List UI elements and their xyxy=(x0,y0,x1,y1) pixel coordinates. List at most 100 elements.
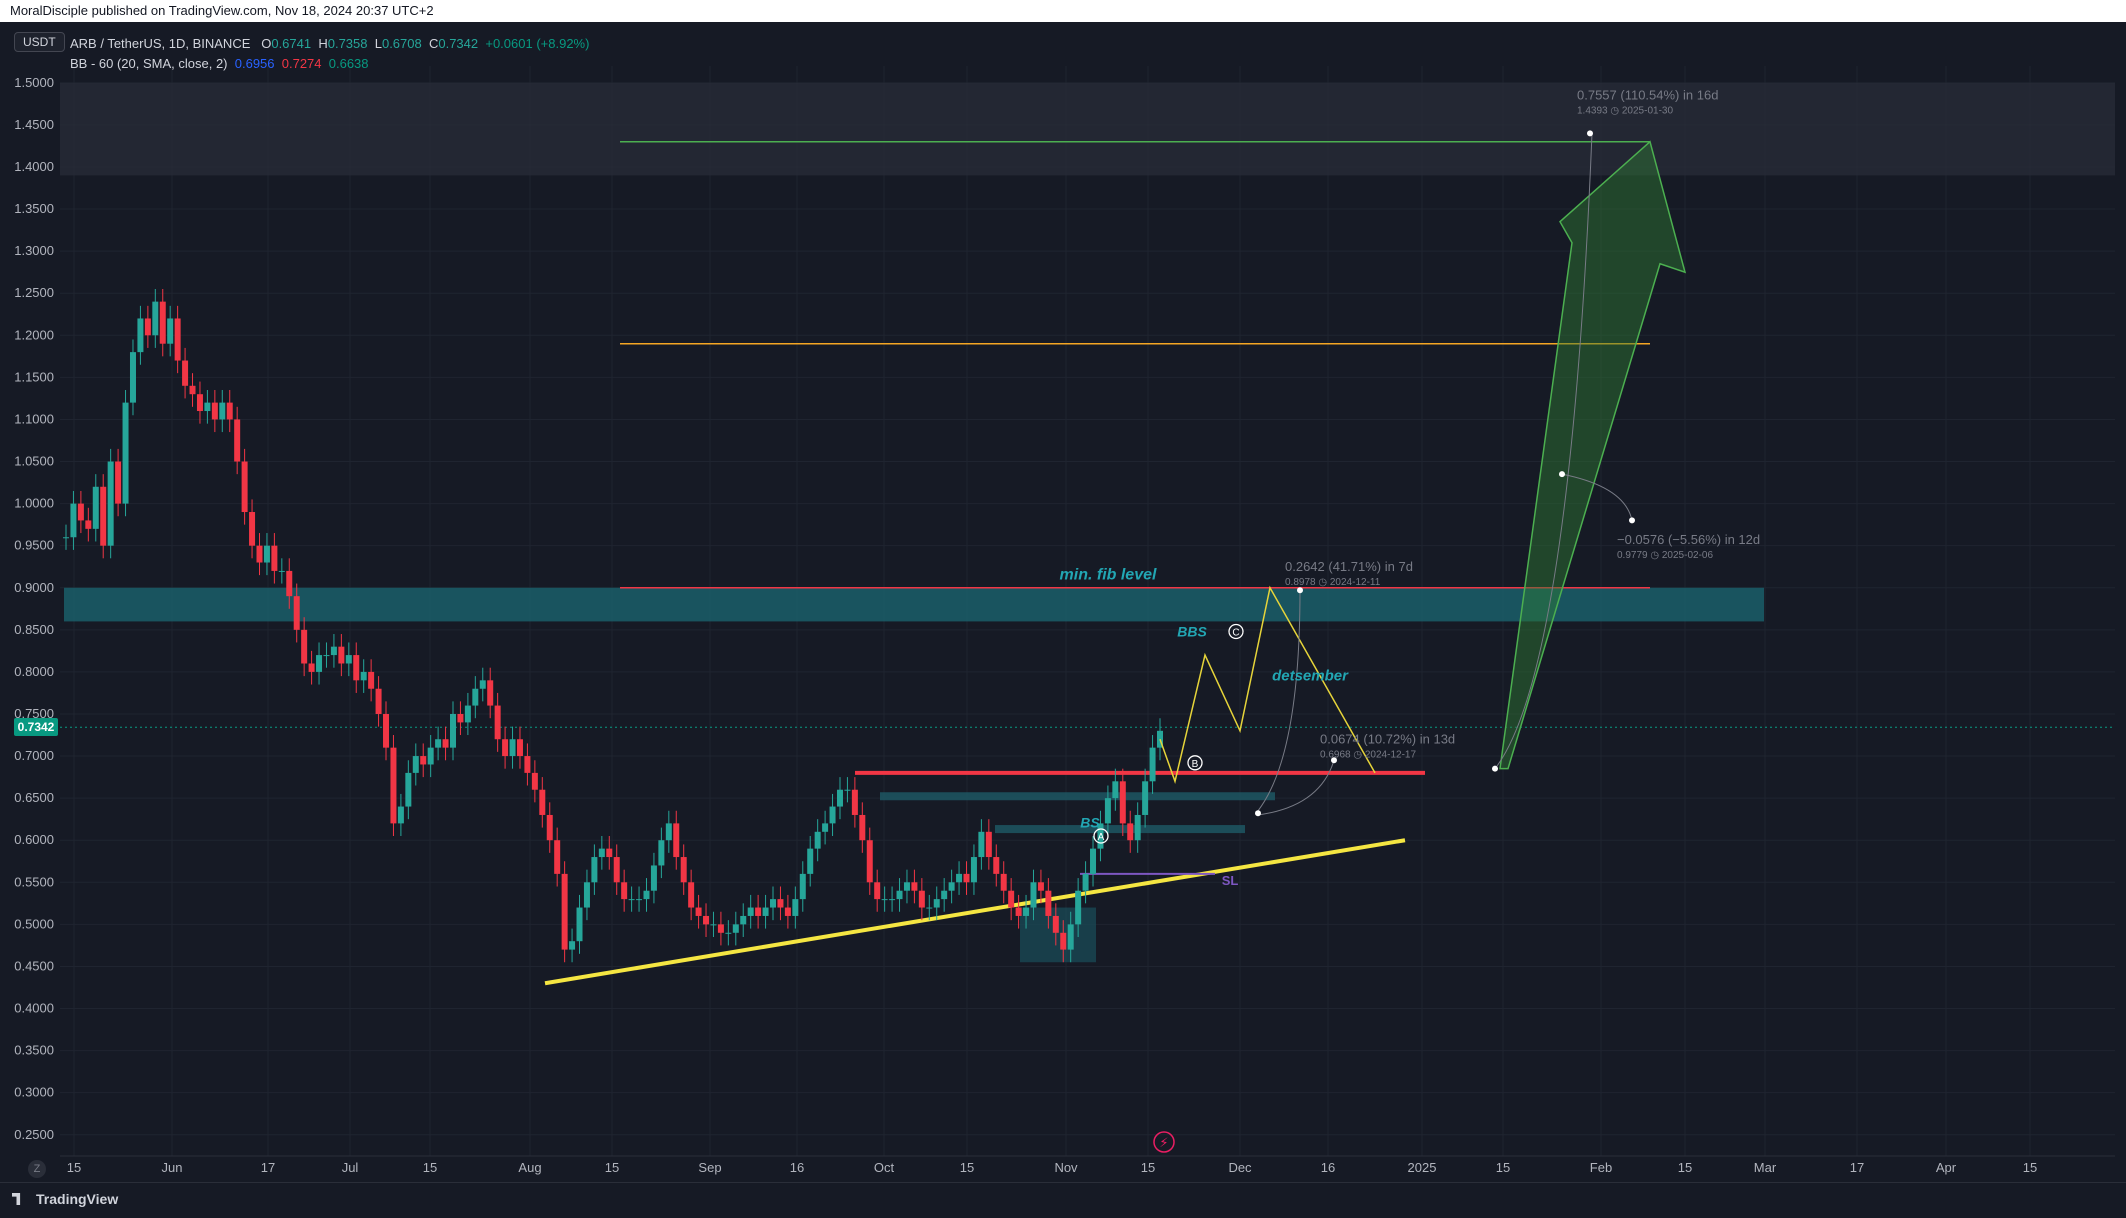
legend: ARB / TetherUS, 1D, BINANCE O0.6741 H0.7… xyxy=(70,34,589,74)
x-tick-label: 17 xyxy=(261,1160,275,1175)
x-tick-label: 15 xyxy=(2023,1160,2037,1175)
measure-label: 0.7557 (110.54%) in 16d xyxy=(1577,88,1718,103)
x-tick-label: 2025 xyxy=(1408,1160,1437,1175)
candle-body xyxy=(889,899,896,901)
bb-label[interactable]: BB - 60 (20, SMA, close, 2) xyxy=(70,56,228,71)
candle-body xyxy=(129,352,136,403)
wave-marker-circle xyxy=(1187,755,1203,771)
candle-body xyxy=(546,814,553,841)
candle-body xyxy=(755,907,762,916)
candle-body xyxy=(115,461,122,504)
publish-header: MoralDisciple published on TradingView.c… xyxy=(0,0,2126,22)
x-tick-label: 15 xyxy=(605,1160,619,1175)
y-tick-label: 0.4500 xyxy=(14,958,54,973)
x-tick-label: Jul xyxy=(342,1160,359,1175)
x-axis[interactable]: 15 Jun 17 Jul 15 Aug 15 Sep 16 Oct 15 Nov 15 Dec 16 202… xyxy=(60,1155,2115,1175)
publish-info: MoralDisciple published on TradingView.c… xyxy=(10,3,434,18)
candle-body xyxy=(703,915,710,925)
candle-body xyxy=(569,941,576,950)
candle-body xyxy=(747,907,754,916)
candle-body xyxy=(479,680,486,689)
annotation-labels: min. fib level BBS detsember BS SL A B C 0.7557 … xyxy=(1060,88,1760,1153)
candle-body xyxy=(1090,848,1097,874)
zoom-reset-button[interactable]: Z xyxy=(28,1160,46,1178)
candle-body xyxy=(1075,890,1082,925)
candle-body xyxy=(822,823,829,832)
y-tick-label: 0.9000 xyxy=(14,580,54,595)
candle-body xyxy=(360,671,367,681)
candle-body xyxy=(948,882,955,891)
currency-button[interactable]: USDT xyxy=(14,32,65,52)
y-tick-label: 1.4500 xyxy=(14,117,54,132)
candle-body xyxy=(777,899,784,908)
candle-body xyxy=(383,713,390,748)
target-zone xyxy=(60,82,2115,176)
candle-body xyxy=(263,545,270,563)
measure-curve-2 xyxy=(1561,473,1633,521)
y-tick-label: 0.7500 xyxy=(14,706,54,721)
candle-body xyxy=(636,899,643,901)
candle-body xyxy=(234,419,241,462)
horizontal-levels xyxy=(60,140,2115,775)
y-tick-label: 0.5500 xyxy=(14,874,54,889)
candle-body xyxy=(740,915,747,925)
candle-body xyxy=(1142,781,1149,815)
measure-point xyxy=(1331,757,1337,764)
candle-body xyxy=(353,655,360,681)
candle-body xyxy=(1104,798,1111,824)
measure-label: −0.0576 (−5.56%) in 12d xyxy=(1617,532,1760,547)
candle-body xyxy=(159,301,166,344)
tradingview-logo[interactable]: TradingView xyxy=(12,1191,118,1207)
annotation-2: detsember xyxy=(1272,667,1349,684)
candle-body xyxy=(956,873,963,883)
o-label: O xyxy=(261,36,272,51)
y-tick-label: 1.4000 xyxy=(14,159,54,174)
candle-body xyxy=(539,789,546,815)
current-price-badge: 0.7342 xyxy=(14,718,58,736)
candle-body xyxy=(464,705,471,723)
candle-body xyxy=(1037,882,1044,891)
candle-body xyxy=(650,865,657,891)
symbol-label[interactable]: ARB / TetherUS, 1D, BINANCE xyxy=(70,36,251,51)
candle-body xyxy=(1023,907,1030,916)
candle-body xyxy=(762,907,769,916)
candle-body xyxy=(866,840,873,883)
candle-body xyxy=(621,882,628,900)
candle-body xyxy=(1112,781,1119,799)
candle-body xyxy=(561,873,568,950)
measure-curve-4 xyxy=(1257,590,1301,812)
candle-body xyxy=(107,461,114,546)
y-tick-label: 0.2500 xyxy=(14,1127,54,1142)
candle-body xyxy=(174,318,181,361)
measure-point xyxy=(1559,471,1565,478)
candle-body xyxy=(405,772,412,807)
candle-body xyxy=(167,318,174,344)
candle-body xyxy=(710,924,717,926)
candle-body xyxy=(241,461,248,513)
candle-body xyxy=(531,772,538,790)
candle-body xyxy=(628,899,635,901)
candle-body xyxy=(77,503,84,521)
candle-body xyxy=(606,848,613,858)
candle-body xyxy=(487,680,494,706)
candle-body xyxy=(598,848,605,858)
measure-sub-label: 0.9779 ◷ 2025-02-06 xyxy=(1617,550,1713,561)
x-tick-label: 16 xyxy=(790,1160,804,1175)
x-tick-label: 17 xyxy=(1850,1160,1864,1175)
candle-body xyxy=(219,402,226,420)
candle-body xyxy=(316,655,323,672)
candle-body xyxy=(851,789,858,815)
measure-label: 0.2642 (41.71%) in 7d xyxy=(1285,559,1413,574)
y-tick-label: 0.6000 xyxy=(14,832,54,847)
c-label: C xyxy=(428,36,439,51)
price-chart[interactable]: min. fib level BBS detsember BS SL A B C 0.7557 … xyxy=(0,22,2126,1182)
candle-body xyxy=(226,402,233,420)
y-tick-label: 1.2000 xyxy=(14,327,54,342)
candle-body xyxy=(152,301,159,336)
x-tick-label: Mar xyxy=(1754,1160,1777,1175)
candle-body xyxy=(1097,823,1104,849)
candle-body xyxy=(338,646,345,664)
support-trendline xyxy=(544,838,1406,986)
candle-body xyxy=(323,655,330,657)
y-axis[interactable]: 1.5000 1.4500 1.4000 1.3500 1.3000 1.2500 1.20… xyxy=(14,75,54,1142)
